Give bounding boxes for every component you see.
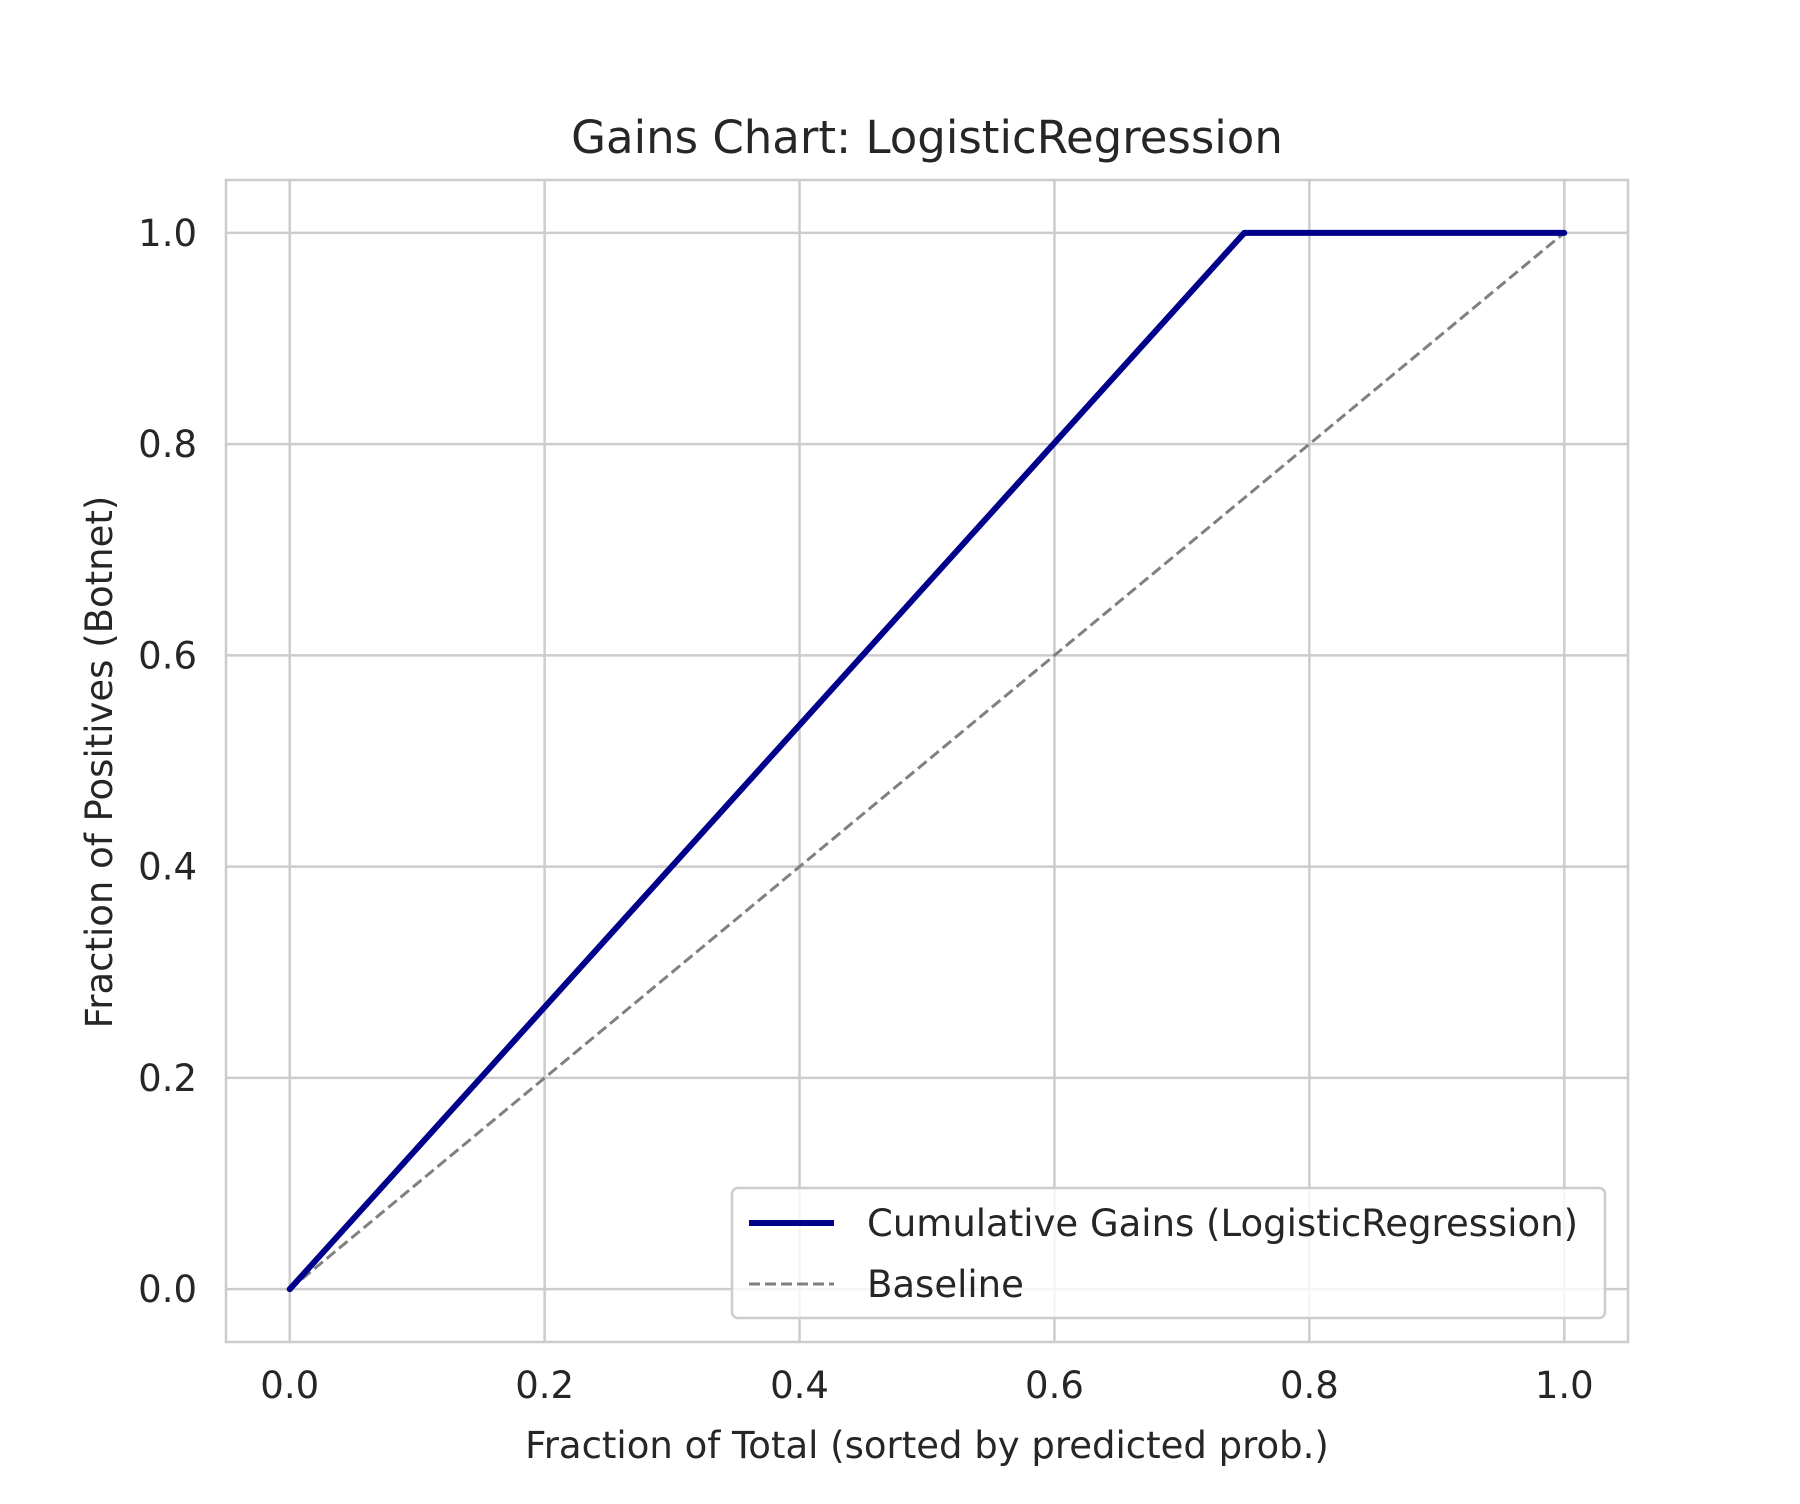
- x-tick-label: 0.4: [770, 1364, 829, 1407]
- series-layer: [286, 229, 1568, 1293]
- y-tick-label: 0.2: [138, 1057, 197, 1100]
- x-tick-label: 0.8: [1280, 1364, 1339, 1407]
- x-tick-label: 0.6: [1025, 1364, 1084, 1407]
- legend-label-cumulative-gains: Cumulative Gains (LogisticRegression): [867, 1202, 1578, 1245]
- y-tick-label: 1.0: [138, 212, 197, 255]
- x-tick-label: 0.0: [260, 1364, 319, 1407]
- y-tick-label: 0.8: [138, 423, 197, 466]
- legend-box: [730, 1186, 1607, 1320]
- x-tick-label: 1.0: [1535, 1364, 1594, 1407]
- y-axis-label: Fraction of Positives (Botnet): [78, 496, 121, 1029]
- y-tick-label: 0.4: [138, 846, 197, 889]
- chart-title: Gains Chart: LogisticRegression: [571, 111, 1283, 164]
- series-cumulative-gains-line: [286, 229, 1568, 1293]
- grid: [226, 180, 1628, 1342]
- y-tick-label: 0.6: [138, 634, 197, 677]
- legend-label-baseline: Baseline: [867, 1263, 1024, 1306]
- legend: Cumulative Gains (LogisticRegression) Ba…: [730, 1186, 1607, 1320]
- x-tick-label: 0.2: [515, 1364, 574, 1407]
- series-baseline-line: [288, 231, 1566, 1291]
- y-axis-ticks: 0.0 0.2 0.4 0.6 0.8 1.0: [138, 212, 197, 1311]
- x-axis-ticks: 0.0 0.2 0.4 0.6 0.8 1.0: [260, 1364, 1593, 1407]
- x-axis-label: Fraction of Total (sorted by predicted p…: [525, 1424, 1329, 1467]
- y-tick-label: 0.0: [138, 1268, 197, 1311]
- plot-area: [224, 178, 1630, 1344]
